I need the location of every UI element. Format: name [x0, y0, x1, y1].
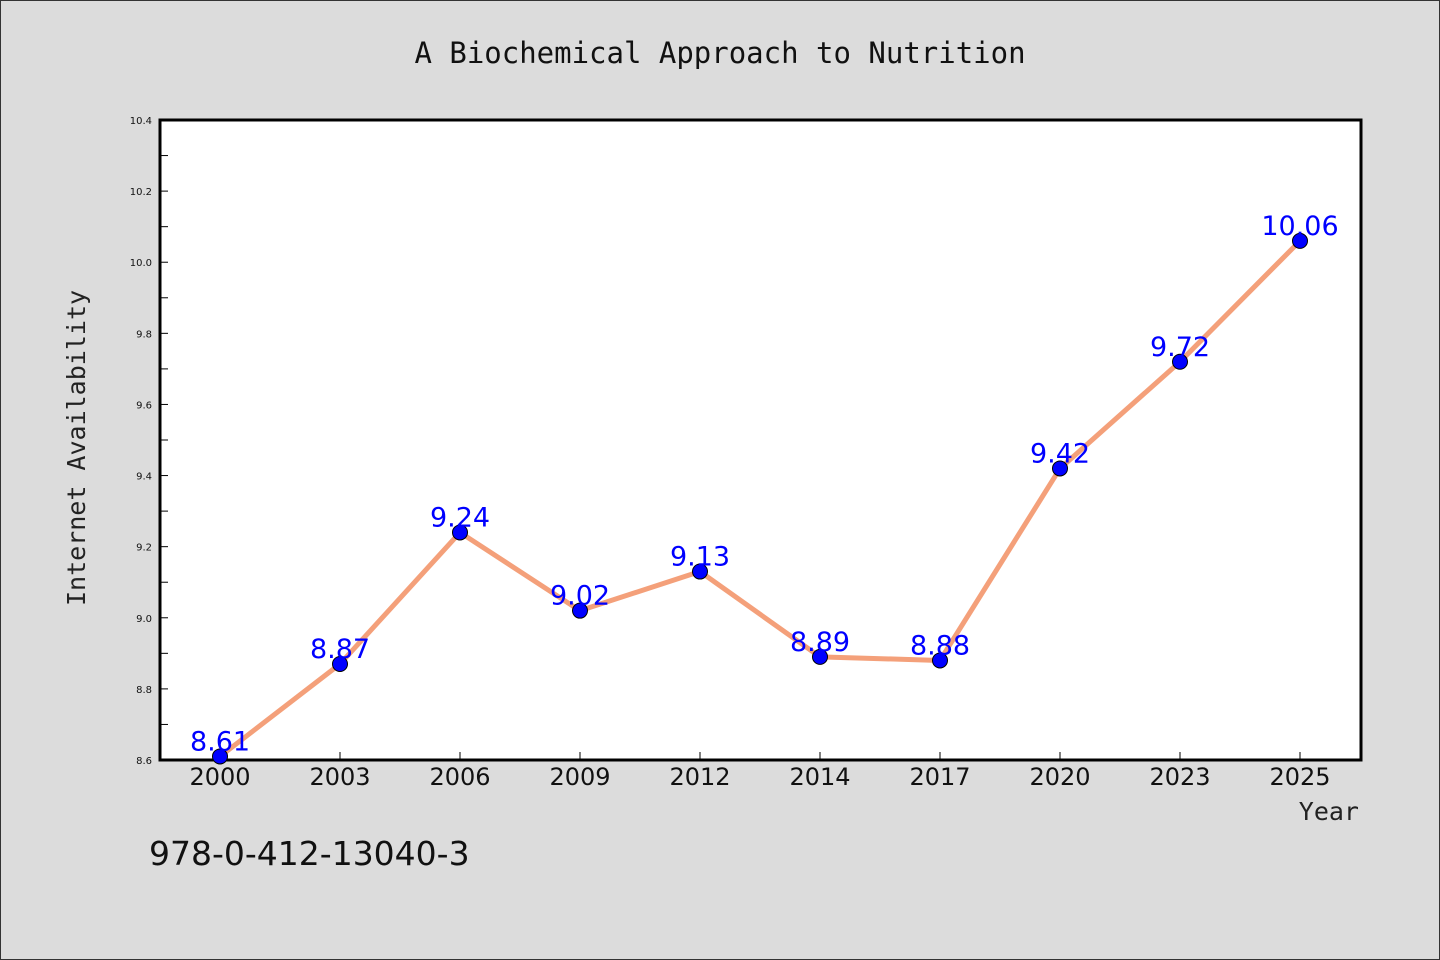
data-point	[692, 563, 708, 580]
y-tick-label: 10.2	[130, 187, 152, 198]
series-line	[218, 239, 1302, 759]
y-axis: 8.6 8.8 9.0 9.2 9.4 9.6 9.8 10.0 10.2 10.4	[130, 116, 168, 767]
x-tick-label: 2023	[1149, 763, 1210, 791]
data-label: 10.06	[1261, 211, 1338, 242]
data-label: 8.61	[190, 726, 250, 757]
data-label: 8.87	[310, 634, 370, 665]
data-label: 9.42	[1030, 438, 1090, 469]
data-point	[452, 524, 468, 541]
x-tick-label: 2014	[789, 763, 850, 791]
plot-area	[158, 118, 1363, 762]
x-tick-label: 2012	[669, 763, 730, 791]
x-tick-label: 2025	[1269, 763, 1330, 791]
y-tick-label: 9.4	[136, 472, 152, 483]
x-tick-label: 2020	[1029, 763, 1090, 791]
data-label: 9.02	[550, 581, 610, 612]
data-label: 8.88	[910, 630, 970, 661]
data-point	[1172, 353, 1188, 370]
x-tick-label: 2006	[429, 763, 490, 791]
y-tick-label: 9.8	[136, 329, 152, 340]
data-point	[932, 652, 948, 669]
series-line-group: 8.61 8.87 9.24 9.02 9.13 8.89 8.88 9.42 9.72 10.0…	[190, 211, 1339, 765]
data-label: 8.89	[790, 627, 850, 658]
data-point	[1292, 232, 1308, 249]
y-tick-label: 10.0	[130, 258, 152, 269]
data-label: 9.13	[670, 542, 730, 573]
x-tick-label: 2003	[309, 763, 370, 791]
y-tick-label: 9.2	[136, 543, 152, 554]
y-axis-label: Internet Availability	[62, 290, 91, 606]
y-tick-label: 8.6	[136, 756, 152, 767]
x-axis: 2000 2003 2006 2009 2012 2014 2017 2020 2023 2025	[189, 752, 1331, 791]
chart-title: A Biochemical Approach to Nutrition	[414, 36, 1025, 70]
x-tick-label: 2000	[189, 763, 250, 791]
data-point	[812, 648, 828, 665]
data-point	[332, 656, 348, 672]
x-tick-label: 2017	[909, 763, 970, 791]
y-tick-label: 8.8	[136, 685, 152, 696]
y-tick-label: 10.4	[130, 116, 152, 127]
data-point	[212, 748, 228, 765]
data-label: 9.72	[1150, 332, 1210, 363]
isbn-caption: 978-0-412-13040-3	[149, 834, 470, 873]
data-point	[1052, 460, 1068, 477]
y-tick-label: 9.0	[136, 614, 152, 625]
data-label: 9.24	[430, 502, 490, 533]
data-point	[572, 602, 588, 619]
x-tick-label: 2009	[549, 763, 610, 791]
y-tick-label: 9.6	[136, 400, 152, 411]
x-axis-label: Year	[1299, 797, 1359, 826]
